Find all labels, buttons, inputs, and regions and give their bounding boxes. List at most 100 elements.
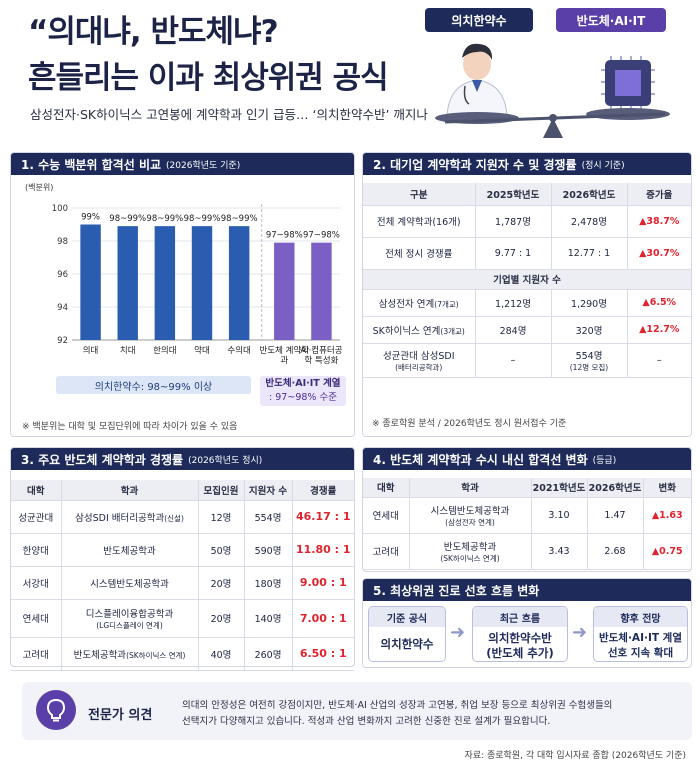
x-tick-label: 치대 <box>119 346 136 356</box>
table-row: 전체 정시 경쟁률 9.77 : 1 12.77 : 1 ▲30.7% <box>363 237 691 270</box>
section1-header: 1. 수능 백분위 합격선 비교 (2026학년도 기준) <box>11 153 354 175</box>
s2-col-2026: 2026학년도 <box>550 183 627 206</box>
section3-header: 3. 주요 반도체 계약학과 경쟁률 (2026학년도 정시) <box>11 448 354 470</box>
data-label: 98~99% <box>221 214 258 224</box>
chart-ylabel: (백분위) <box>25 183 54 192</box>
s3-col-dept: 학과 <box>60 480 198 501</box>
expert-text: 의대의 안정성은 여전히 강점이지만, 반도체·AI 산업의 성장과 고연봉, … <box>182 698 612 730</box>
balance-scale-illustration <box>435 43 670 138</box>
source-note: 자료: 종로학원, 각 대학 입시자료 종합 (2026학년도 기준) <box>464 751 686 761</box>
s2-col-rate: 증가율 <box>626 183 691 206</box>
arrow-right-icon: ➜ <box>450 622 466 643</box>
table-row: 삼성전자 연계(7개교) 1,212명 1,290명 ▲6.5% <box>363 289 691 317</box>
table-row: 한양대 반도체공학과 50명 590명 11.80 : 1 <box>11 533 354 567</box>
section5-title: 5. 최상위권 진로 선호 흐름 변화 <box>373 583 540 598</box>
cell-rate: – <box>626 343 691 378</box>
data-label: 98~99% <box>146 214 183 224</box>
x-tick-label: 약대 <box>194 346 210 356</box>
table-row: 연세대 시스템반도체공학과 (삼성전자 연계) 3.10 1.47 ▲1.63 <box>363 497 691 534</box>
table-row: 성균관대 삼성SDI 배터리공학과(신설) 12명 554명 46.17 : 1 <box>11 500 354 534</box>
s2-col-2025: 2025학년도 <box>474 183 551 206</box>
flow-step-1: 기준 공식 의치한약수 <box>368 606 446 662</box>
y-tick-label: 92 <box>57 336 68 346</box>
s4-col-change: 변화 <box>642 478 691 498</box>
flow-step-3: 향후 전망 반도체·AI·IT 계열 선호 지속 확대 <box>593 606 688 662</box>
section2-title: 2. 대기업 계약학과 지원자 수 및 경쟁률 <box>373 157 577 172</box>
s3-col-applicants: 지원자 수 <box>243 480 292 501</box>
legend-medical: 의치한약수: 98~99% 이상 <box>56 376 251 394</box>
data-label: 97~98% <box>266 231 303 241</box>
bar <box>311 242 332 340</box>
bar <box>228 226 250 340</box>
y-tick-label: 94 <box>57 303 68 313</box>
s4-col-2026: 2026학년도 <box>586 478 643 498</box>
row-label: SK하이닉스 연계(3개교) <box>363 316 475 344</box>
section3-title: 3. 주요 반도체 계약학과 경쟁률 <box>21 452 184 467</box>
s2-subheader: 기업별 지원자 수 <box>363 269 691 290</box>
cell-rate: ▲38.7% <box>626 205 691 238</box>
flow-step-2: 최근 흐름 의치한약수반 (반도체 추가) <box>472 606 568 662</box>
y-tick-label: 98 <box>57 237 68 247</box>
s4-col-univ: 대학 <box>363 478 409 498</box>
row-label: 전체 정시 경쟁률 <box>363 237 475 270</box>
section3-note: (2026학년도 정시) <box>188 455 263 466</box>
s4-col-2021: 2021학년도 <box>530 478 587 498</box>
x-tick-label: AI·컴퓨터공학 특성화 <box>300 346 343 366</box>
lightbulb-icon <box>36 690 76 730</box>
table-row: SK하이닉스 연계(3개교) 284명 320명 ▲12.7% <box>363 316 691 344</box>
cell-2026: 1,290명 <box>550 289 627 317</box>
cell-2026: 320명 <box>550 316 627 344</box>
expert-text-line2: 선택지가 다양해지고 있습니다. 적성과 산업 변화까지 고려한 신중한 진로 … <box>182 716 551 727</box>
section2-header: 2. 대기업 계약학과 지원자 수 및 경쟁률 (정시 기준) <box>363 153 691 175</box>
data-label: 97~98% <box>303 231 340 241</box>
y-tick-label: 100 <box>52 204 68 214</box>
cell-2026: 554명 (12명 모집) <box>550 343 627 378</box>
cell-2025: 1,787명 <box>474 205 551 238</box>
section4-table: 대학 학과 2021학년도 2026학년도 변화 연세대 시스템반도체공학과 (삼… <box>363 478 691 570</box>
x-tick-label: 수의대 <box>227 346 251 356</box>
doctor-icon <box>446 43 508 117</box>
section1-title: 1. 수능 백분위 합격선 비교 <box>21 157 162 172</box>
headline-line2: 흔들리는 이과 최상위권 공식 <box>28 60 389 96</box>
cell-2026: 12.77 : 1 <box>550 237 627 270</box>
subheadline: 삼성전자·SK하이닉스 고연봉에 계약학과 인기 급등… ‘의치한약수반’ 깨지… <box>30 107 428 122</box>
table-row: 고려대 반도체공학과 (SK하이닉스 연계) 3.43 2.68 ▲0.75 <box>363 533 691 570</box>
bar <box>274 242 295 340</box>
section4-header: 4. 반도체 계약학과 수시 내신 합격선 변화 (등급) <box>363 448 691 470</box>
x-tick-label: 반도체 계약학과 <box>259 346 310 366</box>
table-row: 서강대 시스템반도체공학과 20명 180명 9.00 : 1 <box>11 566 354 600</box>
section1-note: (2026학년도 기준) <box>166 160 241 171</box>
expert-box <box>22 682 692 740</box>
table-row: 고려대 반도체공학과(SK하이닉스 연계) 40명 260명 6.50 : 1 <box>11 637 354 671</box>
x-tick-label: 한의대 <box>153 346 177 356</box>
arrow-right-icon: ➜ <box>572 622 588 643</box>
data-label: 98~99% <box>184 214 221 224</box>
s3-col-univ: 대학 <box>11 480 61 501</box>
bar <box>117 226 138 340</box>
legend-semi-line1: 반도체·AI·IT 계열 <box>265 378 341 389</box>
legend-semi: 반도체·AI·IT 계열 : 97~98% 수준 <box>260 376 346 406</box>
cell-2025: 1,212명 <box>474 289 551 317</box>
section2-footnote: ※ 종로학원 분석 / 2026학년도 정시 원서접수 기준 <box>372 419 567 429</box>
y-tick-label: 96 <box>57 270 68 280</box>
data-label: 99% <box>81 213 100 223</box>
section2-note: (정시 기준) <box>581 160 625 171</box>
bar-chart: 100 98 96 94 92 99% 98~99% 98~99% 98~99% 98~99% 97… <box>50 196 345 346</box>
bar <box>191 226 213 340</box>
section1-footnote: ※ 백분위는 대학 및 모집단위에 따라 차이가 있을 수 있음 <box>22 422 238 432</box>
s3-col-ratio: 경쟁률 <box>291 480 354 501</box>
row-label: 삼성전자 연계(7개교) <box>363 289 475 317</box>
s3-col-quota: 모집인원 <box>197 480 244 501</box>
cell-2025: 284명 <box>474 316 551 344</box>
tag-medical: 의치한약수 <box>425 8 533 32</box>
headline-line1: “의대냐, 반도체냐? <box>28 14 279 50</box>
cell-rate: ▲6.5% <box>626 289 691 317</box>
section4-title: 4. 반도체 계약학과 수시 내신 합격선 변화 <box>373 452 588 467</box>
section3-panel: 3. 주요 반도체 계약학과 경쟁률 (2026학년도 정시) 대학 학과 모집… <box>10 447 355 671</box>
cell-rate: ▲30.7% <box>626 237 691 270</box>
s2-col-category: 구분 <box>363 183 475 206</box>
expert-text-line1: 의대의 안정성은 여전히 강점이지만, 반도체·AI 산업의 성장과 고연봉, … <box>182 700 613 711</box>
row-label: 성균관대 삼성SDI (배터리공학과) <box>363 343 475 378</box>
table-row: 성균관대 삼성SDI (배터리공학과) – 554명 (12명 모집) – <box>363 343 691 378</box>
